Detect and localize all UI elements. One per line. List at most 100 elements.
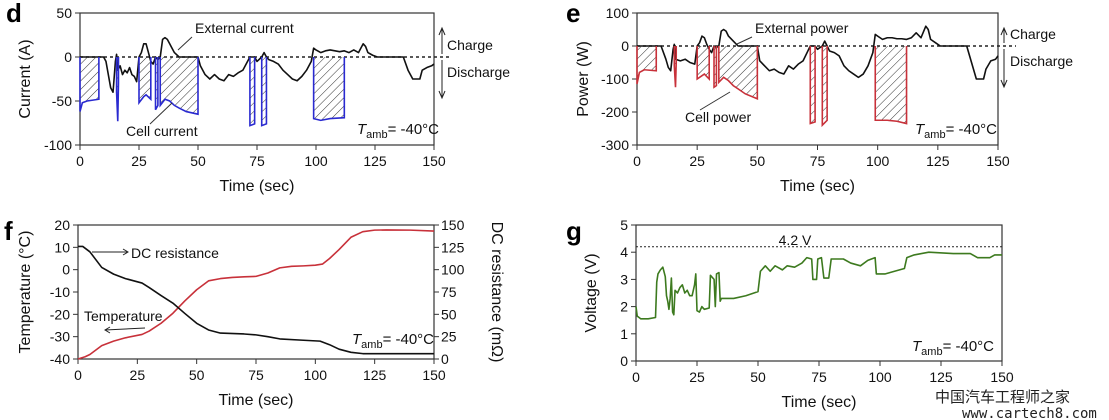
x-tick-label: 25	[130, 367, 146, 383]
y-right-tick-label: 50	[441, 306, 457, 322]
series-segment-cell-current	[260, 57, 268, 127]
y-tick-label: 20	[54, 217, 70, 233]
x-tick-label: 75	[248, 367, 264, 383]
tamb-subscript: amb	[921, 346, 942, 358]
series-segment-cell-current	[312, 57, 346, 122]
x-tick-label: 100	[304, 153, 328, 169]
series-segment-cell-current	[249, 57, 256, 127]
leader-line	[699, 91, 731, 111]
y-right-tick-label: 75	[441, 284, 457, 300]
hatched-area	[718, 46, 758, 99]
arrow-left-icon	[104, 326, 146, 334]
discharge-label: Discharge	[1010, 53, 1073, 69]
y-tick-label: -30	[50, 329, 70, 345]
tamb-value: = -40°C	[946, 121, 998, 138]
tamb-symbol: T	[912, 338, 923, 355]
hatched-area	[697, 46, 710, 79]
chart-panel-g: g 0 25 50 75 100 125 150 5 4 3 2 1 0 Time (sec) Voltage…	[566, 216, 1014, 411]
y-tick-label: 0	[62, 262, 70, 278]
leader-line	[149, 102, 173, 125]
y-right-axis-label: DC resistance (mΩ)	[488, 222, 505, 363]
tamb-symbol: T	[915, 121, 926, 138]
chart-panel-e: e 0 25 50 75 100 125 150 100 0 -100 -200 -300 Time (s…	[566, 0, 1073, 195]
y-tick-label: 0	[64, 49, 72, 65]
x-tick-label: 125	[363, 153, 387, 169]
x-tick-label: 150	[422, 153, 446, 169]
y-tick-label: 50	[56, 5, 72, 21]
external-label: External power	[755, 20, 849, 36]
panel-label: f	[4, 216, 13, 246]
y-tick-label: 5	[620, 217, 628, 233]
series-segment-cell-power	[636, 46, 658, 85]
x-tick-label: 125	[363, 367, 387, 383]
y-tick-label: 0	[620, 353, 628, 369]
x-tick-label: 50	[189, 367, 205, 383]
series-segment-cell-power	[673, 46, 678, 88]
x-tick-label: 50	[190, 153, 206, 169]
x-tick-label: 0	[633, 153, 641, 169]
x-axis-label: Time (sec)	[780, 178, 855, 195]
x-tick-label: 0	[74, 367, 82, 383]
tamb-symbol: T	[352, 331, 363, 348]
x-tick-label: 150	[986, 153, 1010, 169]
x-tick-label: 75	[810, 153, 826, 169]
x-tick-label: 150	[990, 369, 1014, 385]
series-line-temperature	[77, 229, 435, 360]
hatched-area	[80, 57, 99, 112]
x-tick-label: 25	[689, 369, 705, 385]
discharge-arrow-icon	[1000, 49, 1008, 89]
x-tick-label: 75	[249, 153, 265, 169]
y-right-tick-label: 125	[441, 239, 465, 255]
panel-label: g	[566, 216, 582, 246]
chart-panel-f: f0 25 50 75 100 125 15020100-10-20-30-40150125…	[4, 216, 505, 409]
chart-panel-d: d 0 25 50 75 100 125 150 50 0 -50 -100 Time (sec) Cur…	[6, 0, 510, 195]
y-tick-label: 100	[606, 5, 630, 21]
y-axis-label: Temperature (°C)	[17, 231, 34, 354]
hatched-area	[261, 57, 267, 126]
y-tick-label: 3	[620, 271, 628, 287]
x-axis-label: Time (sec)	[782, 394, 857, 411]
x-tick-label: 75	[811, 369, 827, 385]
hatched-area	[637, 46, 657, 84]
watermark-line1: 中国汽车工程师之家	[935, 388, 1070, 406]
y-tick-label: -50	[52, 93, 72, 109]
y-tick-label: -10	[50, 284, 70, 300]
x-tick-label: 0	[632, 369, 640, 385]
cell-label: Cell current	[126, 123, 198, 139]
x-tick-label: 125	[926, 153, 950, 169]
x-axis-label: Time (sec)	[220, 178, 295, 195]
ambient-temperature-label: Tamb= -40°C	[357, 121, 439, 141]
ambient-temperature-label: Tamb= -40°C	[912, 338, 994, 358]
series-line-external-current	[80, 36, 435, 93]
y-tick-label: 2	[620, 299, 628, 315]
y-right-tick-label: 0	[441, 351, 449, 367]
y-tick-label: 1	[620, 326, 628, 342]
charge-arrow-icon	[438, 26, 446, 54]
arrow-right-icon	[92, 248, 129, 256]
series-segment-cell-current	[154, 57, 159, 111]
hatched-area	[875, 46, 907, 124]
series-segment-cell-current	[159, 57, 199, 116]
x-tick-label: 25	[131, 153, 147, 169]
y-axis-label: Power (W)	[575, 41, 592, 117]
temperature-label: Temperature	[84, 308, 163, 324]
series-line-voltage	[635, 251, 1002, 320]
x-tick-label: 100	[866, 153, 890, 169]
series-segment-cell-power	[713, 46, 718, 89]
series-line-external-power	[637, 25, 999, 80]
cell-label: Cell power	[685, 109, 751, 125]
y-tick-label: -200	[601, 104, 629, 120]
x-tick-label: 0	[76, 153, 84, 169]
y-tick-label: -100	[601, 71, 629, 87]
y-tick-label: -40	[50, 351, 70, 367]
hatched-area	[139, 57, 151, 103]
y-tick-label: 0	[621, 38, 629, 54]
series-segment-cell-power	[821, 46, 828, 128]
x-axis-label: Time (sec)	[219, 392, 294, 409]
charge-arrow-icon	[1000, 26, 1008, 43]
y-tick-label: 4	[620, 244, 628, 260]
tamb-value: = -40°C	[383, 331, 435, 348]
watermark-line2: www.cartech8.com	[962, 406, 1097, 420]
leader-line	[736, 36, 753, 45]
panel-label: d	[6, 0, 22, 28]
